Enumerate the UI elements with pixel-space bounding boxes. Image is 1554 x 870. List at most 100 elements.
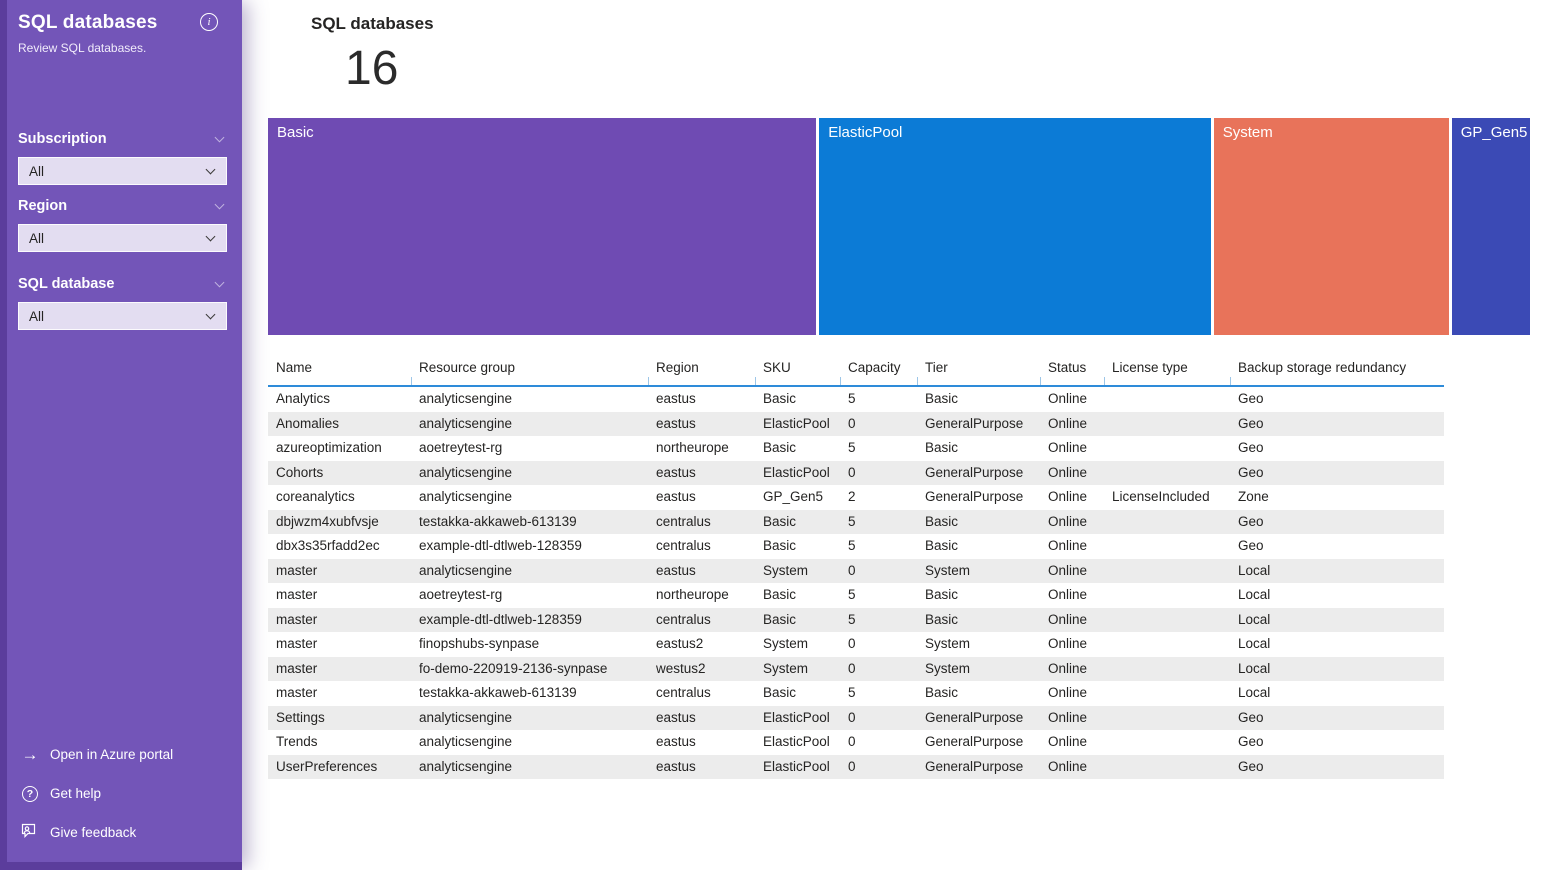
column-header-capacity[interactable]: Capacity [840,352,917,388]
cell-backup-storage-redundancy: Geo [1238,538,1264,554]
cell-resource-group: analyticsengine [419,734,513,750]
table-row: Settings analyticsengine eastus ElasticPool… [268,705,1444,731]
table-row: master analyticsengine eastus System 0 System… [268,558,1444,584]
table-row: Analytics analyticsengine eastus Basic 5 Basi… [268,386,1444,412]
link-open-in-azure-portal[interactable]: → Open in Azure portal [20,735,232,774]
cell-license-type [1104,386,1230,412]
treemap-tile-basic[interactable]: Basic [268,118,817,336]
chevron-down-icon[interactable] [214,132,225,142]
cell-name: master [276,636,318,652]
cell-region: centralus [656,513,711,529]
cell-name: master [276,611,318,627]
cell-tier: System [925,660,971,676]
cell-license-type [1104,559,1230,584]
cell-capacity: 0 [848,758,856,774]
cell-tier: GeneralPurpose [925,415,1024,431]
cell-capacity: 5 [848,391,856,407]
cell-backup-storage-redundancy: Geo [1238,464,1264,480]
databases-table-wrap: Name Resource group Region SKU Capacity Tier S… [268,352,1530,780]
chevron-down-icon[interactable] [214,277,225,287]
link-give-feedback[interactable]: Give feedback [20,813,232,852]
cell-region: eastus [656,489,696,505]
cell-license-type [1104,632,1230,657]
cell-status: Online [1048,660,1088,676]
arrow-right-icon: → [21,745,39,764]
treemap-tile-gp-gen5[interactable]: GP_Gen5 [1451,118,1530,336]
cell-status: Online [1048,464,1088,480]
treemap-tile-system[interactable]: System [1213,118,1449,336]
cell-capacity: 5 [848,587,856,603]
cell-sku: Basic [763,440,797,456]
cell-license-type [1104,534,1230,559]
sidebar-subtitle: Review SQL databases. [18,41,147,55]
cell-tier: GeneralPurpose [925,758,1024,774]
subscription-dropdown[interactable]: All [18,157,227,185]
cell-capacity: 0 [848,734,856,750]
cell-resource-group: analyticsengine [419,709,513,725]
cell-resource-group: analyticsengine [419,415,513,431]
chevron-down-icon[interactable] [214,199,225,209]
info-icon[interactable]: i [200,13,218,31]
cell-capacity: 0 [848,415,856,431]
cell-sku: System [763,562,809,578]
sql-database-dropdown[interactable]: All [18,302,227,330]
column-header-name[interactable]: Name [268,352,411,388]
help-icon-wrap: ? [20,784,40,804]
column-header-region[interactable]: Region [648,352,755,388]
cell-backup-storage-redundancy: Geo [1238,513,1264,529]
cell-tier: GeneralPurpose [925,489,1024,505]
cell-sku: System [763,636,809,652]
filter-label: Subscription [18,131,107,147]
cell-resource-group: testakka-akkaweb-613139 [419,513,577,529]
treemap-tile-label: ElasticPool [828,124,903,142]
cell-resource-group: finopshubs-synpase [419,636,540,652]
cell-backup-storage-redundancy: Geo [1238,440,1264,456]
cell-resource-group: testakka-akkaweb-613139 [419,685,577,701]
cell-capacity: 0 [848,464,856,480]
cell-region: centralus [656,611,711,627]
column-header-backup-storage-redundancy[interactable]: Backup storage redundancy [1230,352,1444,388]
cell-region: northeurope [656,587,729,603]
column-header-sku[interactable]: SKU [755,352,840,388]
cell-name: master [276,587,318,603]
column-header-resource-group[interactable]: Resource group [411,352,648,388]
cell-name: master [276,685,318,701]
filter-group-sql-database: SQL database All [18,276,227,330]
region-dropdown[interactable]: All [18,224,227,252]
cell-resource-group: analyticsengine [419,758,513,774]
treemap-tile-elasticpool[interactable]: ElasticPool [819,118,1211,336]
cell-license-type [1104,412,1230,437]
cell-status: Online [1048,709,1088,725]
cell-name: master [276,660,318,676]
filter-label-row: Region [18,198,227,214]
cell-resource-group: analyticsengine [419,464,513,480]
cell-license-type [1104,510,1230,535]
database-count: 16 [345,42,399,95]
cell-status: Online [1048,636,1088,652]
dropdown-value: All [29,163,45,179]
table-row: azureoptimization aoetreytest-rg northeuro… [268,436,1444,461]
cell-tier: Basic [925,513,959,529]
cell-status: Online [1048,611,1088,627]
cell-region: eastus [656,758,696,774]
column-header-tier[interactable]: Tier [917,352,1040,388]
table-row: Trends analyticsengine eastus ElasticPool 0 G… [268,730,1444,755]
databases-table: Name Resource group Region SKU Capacity Tier S… [268,352,1444,780]
cell-name: UserPreferences [276,758,378,774]
column-header-status[interactable]: Status [1040,352,1104,388]
cell-sku: ElasticPool [763,758,830,774]
cell-backup-storage-redundancy: Local [1238,660,1271,676]
cell-status: Online [1048,758,1088,774]
table-row: master fo-demo-220919-2136-synpase westus2… [268,656,1444,682]
sidebar-links: → Open in Azure portal? Get help Give feedb… [7,735,242,862]
cell-license-type [1104,608,1230,633]
cell-resource-group: example-dtl-dtlweb-128359 [419,611,582,627]
table-row: master aoetreytest-rg northeurope Basic 5 Bas… [268,583,1444,608]
table-header-row: Name Resource group Region SKU Capacity Tier S… [268,352,1444,388]
link-get-help[interactable]: ? Get help [20,774,232,813]
column-header-license-type[interactable]: License type [1104,352,1230,388]
cell-sku: GP_Gen5 [763,489,824,505]
treemap-tile-label: Basic [277,124,314,142]
cell-region: centralus [656,538,711,554]
